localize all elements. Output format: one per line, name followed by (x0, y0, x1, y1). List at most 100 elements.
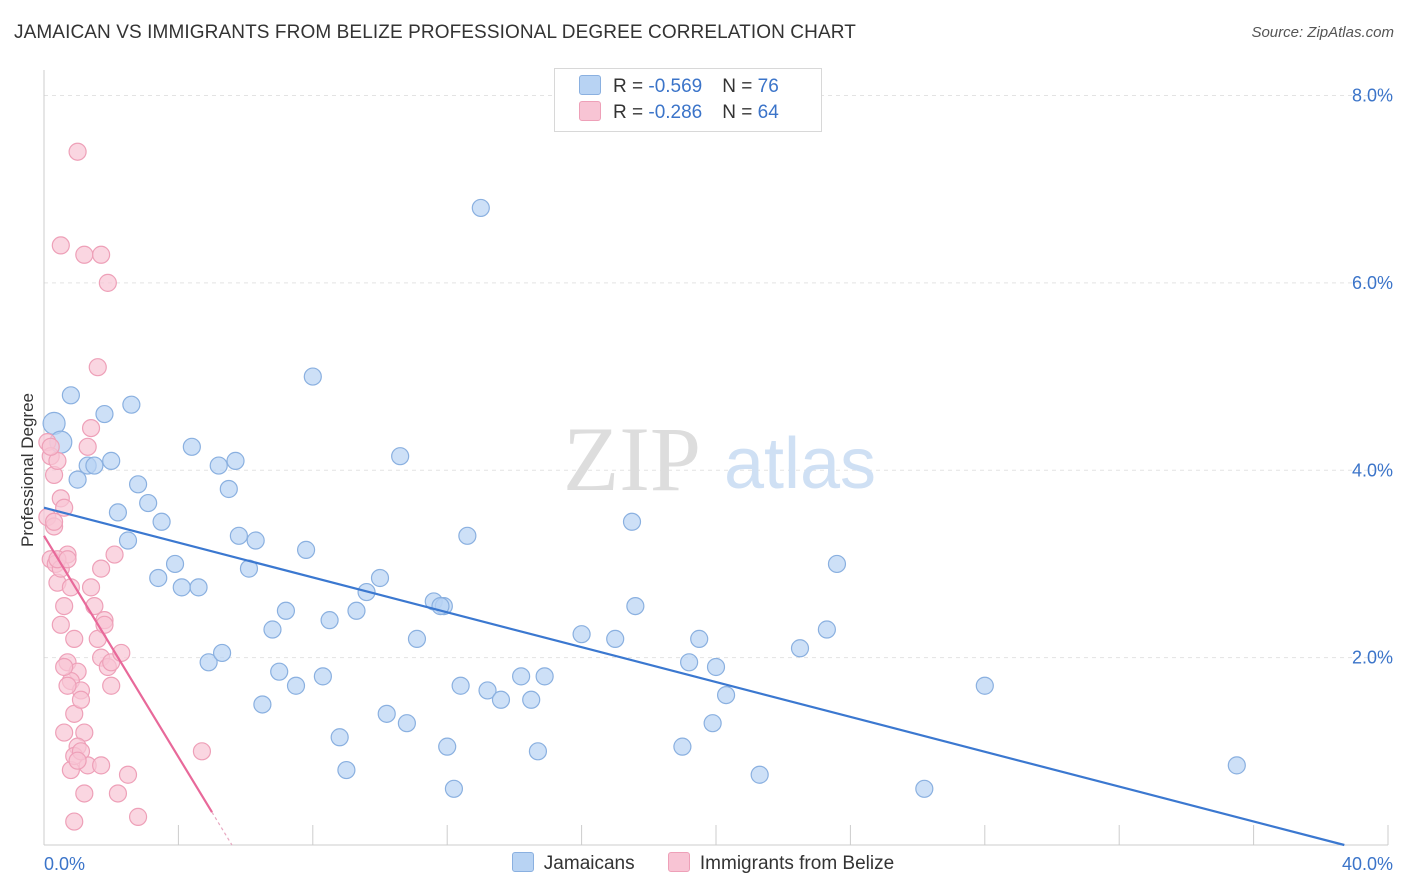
belize-point (88, 358, 107, 377)
belize-trend-line (43, 535, 213, 813)
belize-point (192, 742, 212, 761)
jamaican-point (377, 704, 396, 723)
jamaican-point (572, 625, 591, 644)
jamaican-point (451, 676, 470, 695)
jamaican-point (189, 578, 208, 597)
belize-point (71, 690, 91, 709)
jamaican-point (1227, 756, 1246, 775)
watermark-atlas: atlas (724, 424, 876, 504)
jamaican-point (286, 676, 306, 695)
correlation-legend: R = -0.569 N = 76 R = -0.286 N = 64 (554, 68, 822, 132)
belize-point (68, 751, 87, 770)
belize-point (105, 545, 124, 564)
jamaican-point (85, 456, 104, 475)
belize-trend-extension (211, 811, 233, 846)
legend-row-belize: R = -0.286 N = 64 (579, 101, 779, 127)
jamaican-point (95, 404, 114, 424)
jamaican-point (270, 662, 289, 681)
jamaican-point (975, 676, 994, 695)
belize-point (68, 142, 87, 161)
belize-point (58, 676, 77, 695)
jamaican-point (337, 760, 356, 780)
jamaicans-trend-line (43, 506, 1345, 847)
jamaican-point (118, 531, 138, 550)
jamaican-point (370, 568, 390, 588)
belize-point (75, 784, 94, 803)
jamaican-point (680, 653, 699, 672)
jamaican-point (313, 667, 332, 686)
tick-labels: 2.0% 4.0% 6.0% 8.0% 0.0% 40.0% (44, 86, 1393, 875)
jamaican-point (330, 728, 349, 747)
jamaican-point (253, 695, 272, 714)
jamaican-point (750, 765, 769, 784)
jamaican-point (827, 554, 847, 574)
jamaican-point (716, 685, 736, 705)
legend-label-belize: Immigrants from Belize (699, 853, 895, 874)
belize-point (65, 629, 84, 648)
belize-point (44, 512, 64, 531)
jamaican-point (172, 578, 191, 597)
y-tick-label: 6.0% (1352, 273, 1393, 293)
belize-point (75, 245, 94, 264)
jamaican-point (471, 198, 490, 218)
belize-point (51, 236, 70, 255)
jamaican-point (528, 742, 548, 761)
x-tick-label: 40.0% (1342, 854, 1393, 874)
jamaican-point (219, 479, 238, 499)
jamaican-point (226, 451, 245, 470)
jamaican-point (320, 611, 339, 630)
belize-point (51, 615, 70, 634)
belize-point (81, 578, 101, 597)
jamaican-point (478, 681, 497, 700)
jamaican-point (458, 526, 477, 545)
belize-point (92, 756, 111, 775)
jamaican-point (152, 512, 171, 531)
jamaican-point (108, 503, 128, 522)
series-legend: Jamaicans Immigrants from Belize (0, 852, 1406, 875)
legend-item-belize: Immigrants from Belize (667, 852, 895, 875)
y-tick-label: 8.0% (1352, 86, 1393, 106)
x-tick-label: 0.0% (44, 854, 85, 874)
jamaican-point (790, 639, 810, 658)
belize-point (55, 723, 74, 742)
legend-n-label: N = (722, 76, 758, 97)
legend-swatch-pink (667, 852, 690, 872)
jamaican-point (68, 470, 87, 489)
legend-swatch-blue (579, 75, 601, 95)
watermark: ZIP atlas (563, 408, 876, 510)
jamaican-point (102, 451, 121, 470)
jamaican-point (915, 779, 934, 798)
watermark-zip: ZIP (563, 408, 701, 510)
belize-point (98, 273, 117, 292)
jamaican-point (817, 620, 836, 639)
jamaican-point (626, 596, 645, 616)
belize-point (128, 807, 148, 826)
jamaican-point (703, 714, 722, 733)
grid-lines (44, 95, 1388, 659)
jamaican-point (606, 629, 625, 648)
chart-title: JAMAICAN VS IMMIGRANTS FROM BELIZE PROFE… (14, 22, 856, 43)
belize-point (41, 437, 60, 456)
y-tick-label: 4.0% (1352, 460, 1393, 480)
legend-label-jamaicans: Jamaicans (543, 853, 635, 874)
jamaican-point (182, 437, 201, 456)
jamaican-point (522, 690, 541, 709)
jamaican-point (139, 493, 158, 513)
legend-r-label: R = (613, 76, 649, 97)
jamaican-point (391, 447, 410, 466)
legend-item-jamaicans: Jamaicans (511, 852, 635, 875)
belize-point (92, 245, 111, 264)
trend-lines (43, 506, 1345, 847)
legend-n-value: 64 (757, 102, 779, 123)
jamaican-point (535, 667, 554, 686)
jamaican-point (347, 601, 366, 620)
belize-point (55, 657, 74, 677)
jamaican-point (444, 779, 464, 798)
legend-swatch-pink (579, 101, 601, 121)
legend-n-value: 76 (757, 76, 779, 97)
jamaican-point (61, 386, 80, 405)
legend-r-label: R = (613, 102, 649, 123)
jamaican-point (263, 620, 282, 639)
jamaican-point (122, 395, 141, 414)
